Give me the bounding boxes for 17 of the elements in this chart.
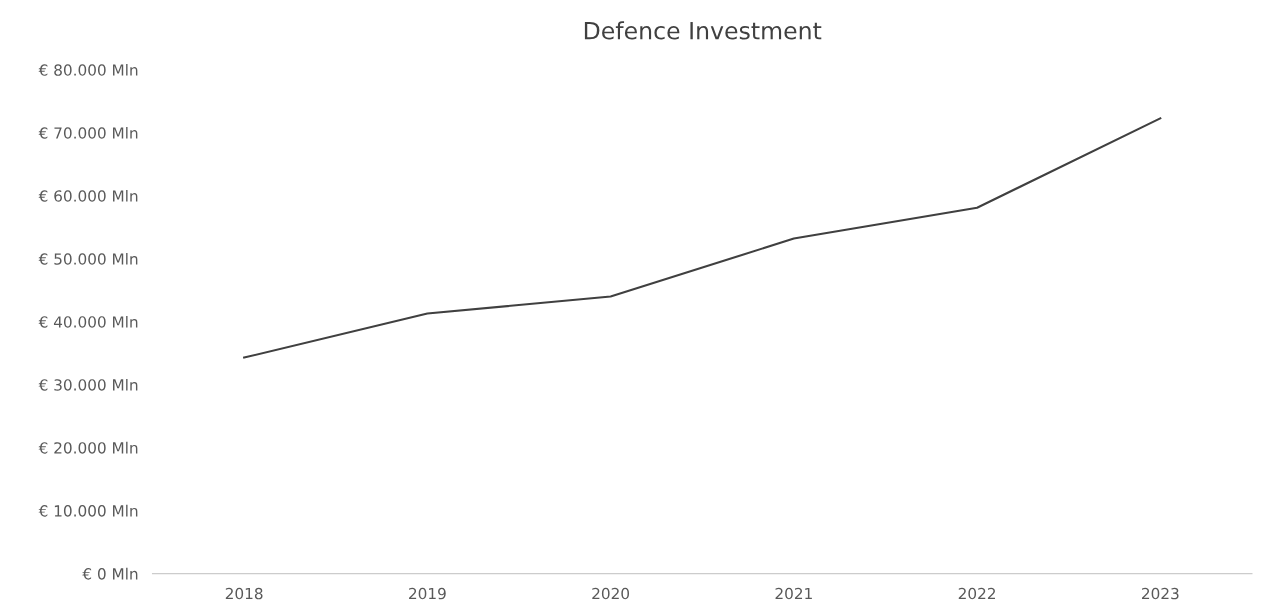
x-tick-label: 2020	[592, 587, 630, 600]
y-tick-label: € 80.000 Mln	[38, 64, 138, 76]
x-tick-label: 2022	[958, 587, 995, 600]
y-tick-label: € 30.000 Mln	[38, 378, 138, 391]
x-tick-label: 2021	[775, 587, 812, 600]
x-tick-label: 2019	[409, 587, 446, 600]
chart-title: Defence Investment	[584, 21, 822, 40]
y-tick-label: € 70.000 Mln	[38, 126, 138, 139]
x-tick-label: 2018	[225, 587, 263, 600]
line-series	[243, 117, 1162, 359]
y-tick-label: € 20.000 Mln	[38, 441, 138, 454]
y-tick-label: € 0 Mln	[82, 567, 138, 580]
y-tick-label: € 40.000 Mln	[38, 315, 138, 328]
y-tick-label: € 60.000 Mln	[38, 189, 138, 202]
y-tick-label: € 10.000 Mln	[38, 504, 138, 517]
y-tick-label: € 50.000 Mln	[38, 252, 138, 265]
x-tick-label: 2023	[1142, 587, 1179, 600]
